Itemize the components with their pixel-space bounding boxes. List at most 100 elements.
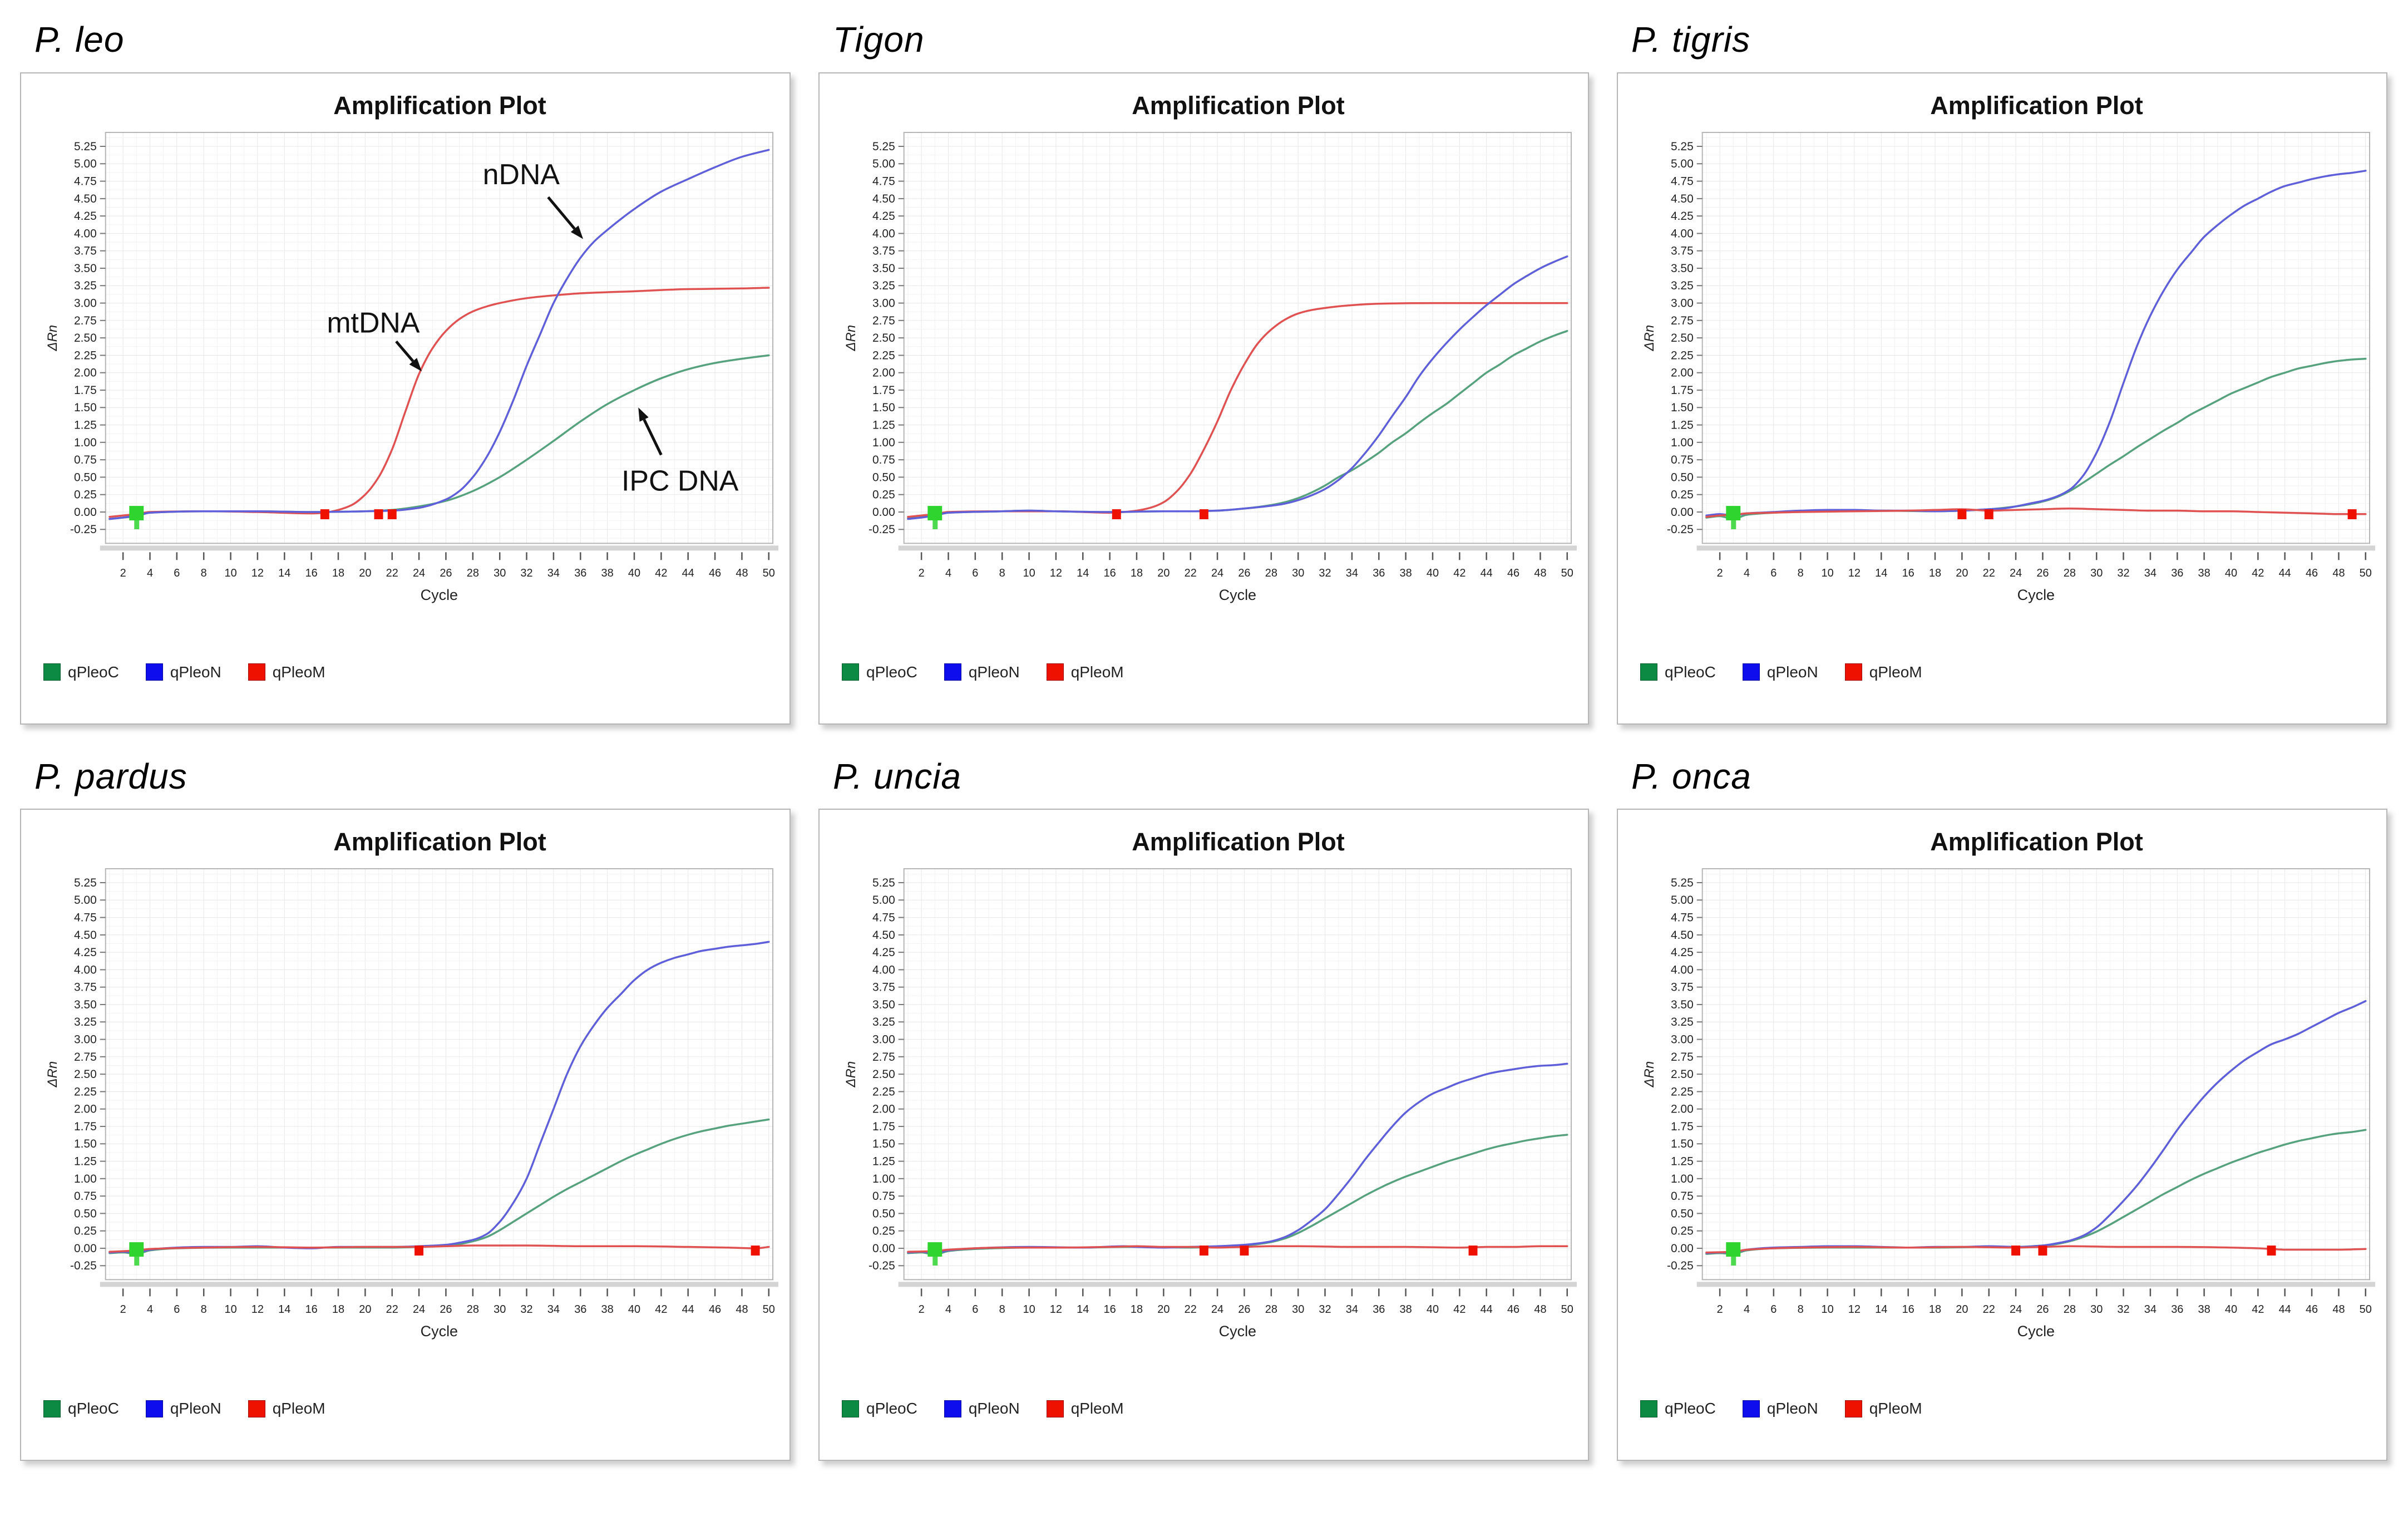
y-tick-label: 1.75 bbox=[1671, 1120, 1694, 1133]
legend-item-qpleon: qPleoN bbox=[1742, 663, 1818, 681]
x-tick-label: 48 bbox=[1534, 1304, 1546, 1316]
legend-label: qPleoN bbox=[170, 1400, 221, 1417]
plot-cell-p-pardus: P. pardus Amplification Plot 5.25 5.00 4.7… bbox=[20, 750, 791, 1461]
y-tick-label: 0.75 bbox=[74, 1190, 97, 1203]
amplification-chart: 5.25 5.00 4.75 4.50 4.25 4.00 3.75 3.50 3.25 3.00… bbox=[843, 868, 1577, 1340]
series-qPleoC-curve bbox=[108, 1119, 770, 1256]
x-tick-label: 44 bbox=[2279, 567, 2291, 579]
chart-canvas: 5.25 5.00 4.75 4.50 4.25 4.00 3.75 3.50 3.25 3.00… bbox=[1625, 860, 2380, 1376]
y-tick-label: 4.00 bbox=[1671, 964, 1694, 977]
legend-item-qpleoc: qPleoC bbox=[1640, 663, 1716, 681]
y-tick-label: 2.00 bbox=[74, 1103, 97, 1116]
y-tick-label: 5.00 bbox=[1671, 894, 1694, 907]
y-tick-label: 5.25 bbox=[74, 877, 97, 889]
y-tick-label: 0.00 bbox=[872, 506, 895, 519]
series-qPleoN-curve bbox=[907, 255, 1568, 520]
y-tick-label: 1.50 bbox=[872, 1138, 895, 1151]
x-tick-label: 12 bbox=[251, 567, 264, 579]
y-tick-label: 1.50 bbox=[74, 401, 97, 414]
legend-item-qpleom: qPleoM bbox=[248, 663, 325, 681]
y-tick-label: 2.00 bbox=[1671, 366, 1694, 379]
y-tick-label: 4.50 bbox=[74, 193, 97, 205]
x-tick-label: 28 bbox=[1265, 567, 1277, 579]
x-tick-label: 8 bbox=[999, 1304, 1005, 1316]
y-tick-label: 1.25 bbox=[1671, 1155, 1694, 1168]
start-marker-green bbox=[927, 1242, 943, 1257]
amplification-plot-panel: Amplification Plot 5.25 5.00 4.75 4.50 4.25 4… bbox=[1617, 72, 2387, 725]
x-tick-label: 2 bbox=[919, 567, 925, 579]
y-tick-label: 0.25 bbox=[1671, 1225, 1694, 1238]
legend-label: qPleoN bbox=[968, 1400, 1020, 1417]
y-axis-title: ΔRn bbox=[45, 324, 60, 351]
y-tick-label: 1.25 bbox=[74, 419, 97, 431]
x-tick-label: 40 bbox=[2225, 567, 2237, 579]
x-tick-label: 34 bbox=[1346, 1304, 1358, 1316]
series-qPleoN-curve bbox=[907, 1062, 1568, 1254]
x-tick-label: 22 bbox=[386, 567, 398, 579]
start-marker-green bbox=[129, 1242, 144, 1257]
legend-item-qpleoc: qPleoC bbox=[842, 663, 917, 681]
y-tick-label: 3.75 bbox=[872, 981, 895, 994]
y-axis: 5.25 5.00 4.75 4.50 4.25 4.00 3.75 3.50 3.25 3.00… bbox=[45, 140, 106, 536]
x-tick-label: 40 bbox=[1427, 1304, 1439, 1316]
y-tick-label: 3.50 bbox=[872, 998, 895, 1011]
y-tick-label: 4.00 bbox=[74, 227, 97, 240]
chart-title: Amplification Plot bbox=[333, 91, 546, 120]
y-tick-label: 2.75 bbox=[872, 314, 895, 327]
y-tick-label: 5.00 bbox=[872, 157, 895, 170]
legend-label: qPleoM bbox=[1869, 663, 1922, 681]
ct-marker-red bbox=[751, 1246, 760, 1256]
ct-marker-red bbox=[1984, 509, 1993, 519]
x-tick-label: 8 bbox=[201, 1304, 207, 1316]
x-tick-label: 20 bbox=[1956, 1304, 1968, 1316]
x-tick-label: 6 bbox=[1770, 1304, 1777, 1316]
x-tick-label: 18 bbox=[332, 1304, 344, 1316]
x-tick-label: 46 bbox=[2306, 567, 2318, 579]
y-tick-label: 1.25 bbox=[1671, 419, 1694, 431]
y-tick-label: -0.25 bbox=[1667, 523, 1694, 536]
y-axis: 5.25 5.00 4.75 4.50 4.25 4.00 3.75 3.50 3.25 3.00… bbox=[45, 877, 106, 1273]
ct-marker-red bbox=[2267, 1246, 2276, 1256]
x-tick-label: 36 bbox=[2171, 1304, 2183, 1316]
x-tick-label: 38 bbox=[1399, 1304, 1412, 1316]
legend-item-qpleon: qPleoN bbox=[944, 1400, 1020, 1417]
x-tick-label: 8 bbox=[999, 567, 1005, 579]
y-tick-label: 3.75 bbox=[872, 244, 895, 257]
series-qPleoC-curve bbox=[1705, 1129, 2367, 1256]
y-tick-label: 2.25 bbox=[1671, 349, 1694, 362]
y-tick-label: 3.00 bbox=[872, 297, 895, 309]
plot-cell-p-uncia: P. uncia Amplification Plot 5.25 5.00 4.75… bbox=[818, 750, 1589, 1461]
y-axis-title: ΔRn bbox=[1642, 1061, 1657, 1088]
plot-cell-p-tigris: P. tigris Amplification Plot 5.25 5.00 4.7… bbox=[1617, 13, 2387, 725]
y-tick-label: 3.00 bbox=[74, 297, 97, 309]
annotation-arrowhead bbox=[570, 225, 584, 239]
x-tick-label: 34 bbox=[2144, 567, 2157, 579]
y-tick-label: 2.25 bbox=[872, 349, 895, 362]
y-tick-label: 4.75 bbox=[872, 175, 895, 188]
y-tick-label: 3.25 bbox=[74, 1016, 97, 1029]
qpleoc-swatch-icon bbox=[1640, 1400, 1657, 1417]
amplification-plot-panel: Amplification Plot 5.25 5.00 4.75 4.50 4.25 4… bbox=[818, 809, 1589, 1461]
chart-title: Amplification Plot bbox=[1132, 91, 1345, 120]
y-tick-label: 0.50 bbox=[872, 1208, 895, 1220]
x-tick-label: 14 bbox=[278, 1304, 290, 1316]
x-tick-label: 42 bbox=[2252, 567, 2264, 579]
y-tick-label: 3.50 bbox=[1671, 998, 1694, 1011]
x-tick-label: 20 bbox=[1157, 1304, 1170, 1316]
qpleon-swatch-icon bbox=[145, 1400, 163, 1417]
species-title: P. tigris bbox=[1631, 19, 1751, 60]
x-tick-label: 2 bbox=[1717, 567, 1723, 579]
y-tick-label: 3.25 bbox=[872, 279, 895, 292]
legend-label: qPleoN bbox=[170, 663, 221, 681]
chart-legend: qPleoC qPleoN qPleoM bbox=[842, 663, 1581, 681]
y-tick-label: 2.00 bbox=[872, 366, 895, 379]
y-tick-label: 0.75 bbox=[74, 454, 97, 466]
legend-item-qpleom: qPleoM bbox=[248, 1400, 325, 1417]
legend-label: qPleoM bbox=[1869, 1400, 1922, 1417]
y-tick-label: 3.00 bbox=[74, 1033, 97, 1046]
x-tick-label: 32 bbox=[2117, 567, 2129, 579]
y-tick-label: 5.00 bbox=[872, 894, 895, 907]
x-tick-label: 38 bbox=[2198, 567, 2210, 579]
y-tick-label: 3.25 bbox=[872, 1016, 895, 1029]
y-tick-label: 2.75 bbox=[1671, 1051, 1694, 1064]
